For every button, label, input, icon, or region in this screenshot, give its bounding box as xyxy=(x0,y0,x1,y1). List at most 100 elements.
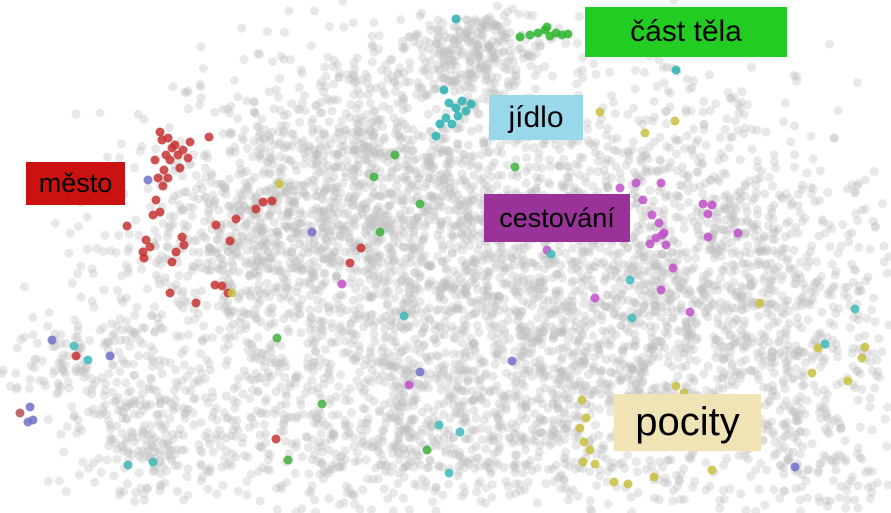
background-point xyxy=(405,426,415,436)
background-point xyxy=(399,105,408,115)
background-point xyxy=(419,235,429,244)
background-point xyxy=(505,334,514,344)
background-point xyxy=(389,77,399,87)
background-point xyxy=(352,376,362,385)
background-point xyxy=(647,202,657,212)
background-point xyxy=(19,282,29,292)
background-point xyxy=(751,506,761,513)
background-point xyxy=(387,190,396,200)
background-point xyxy=(683,172,693,182)
background-point xyxy=(294,82,304,92)
background-point xyxy=(233,486,243,496)
background-point xyxy=(78,457,88,467)
background-point xyxy=(168,429,178,439)
background-point xyxy=(136,379,146,389)
background-point xyxy=(389,230,399,240)
background-point xyxy=(571,286,581,296)
background-point xyxy=(805,300,815,310)
background-point xyxy=(284,327,294,337)
background-point xyxy=(169,386,179,395)
background-point xyxy=(330,185,339,195)
background-point xyxy=(270,408,280,418)
background-point xyxy=(399,390,409,399)
background-point xyxy=(460,267,470,277)
background-point xyxy=(388,413,398,423)
background-point xyxy=(577,65,587,75)
background-point xyxy=(373,205,383,215)
background-point xyxy=(282,282,292,292)
background-point xyxy=(460,200,470,210)
background-point xyxy=(391,442,401,451)
background-point xyxy=(164,123,174,132)
background-point xyxy=(140,323,150,333)
background-point xyxy=(747,62,756,72)
background-point xyxy=(574,161,583,171)
background-point xyxy=(95,325,105,335)
background-point xyxy=(687,212,697,222)
background-point xyxy=(499,355,509,365)
background-point xyxy=(679,464,689,473)
background-point xyxy=(461,352,471,362)
background-point xyxy=(830,281,839,291)
background-point xyxy=(146,202,156,212)
background-point xyxy=(690,476,700,486)
background-point xyxy=(488,19,498,29)
background-point xyxy=(165,211,175,221)
background-point xyxy=(767,381,777,390)
background-point xyxy=(466,396,476,406)
background-point xyxy=(199,321,208,331)
background-point xyxy=(627,262,637,272)
background-point xyxy=(60,369,70,379)
background-point xyxy=(682,131,692,141)
background-point xyxy=(431,104,441,114)
background-point xyxy=(658,62,668,72)
background-point xyxy=(471,413,481,423)
background-point xyxy=(240,125,250,135)
background-point xyxy=(371,371,381,380)
background-point xyxy=(240,451,250,461)
background-point xyxy=(202,300,212,310)
background-point xyxy=(115,401,125,411)
background-point xyxy=(311,162,321,172)
background-point xyxy=(726,211,736,221)
background-point xyxy=(382,300,392,310)
background-point xyxy=(789,432,799,442)
background-point xyxy=(864,466,874,476)
background-point xyxy=(616,248,626,258)
background-point xyxy=(316,459,326,468)
background-point xyxy=(373,143,383,153)
background-point xyxy=(870,317,880,327)
background-point xyxy=(416,251,426,261)
background-point xyxy=(621,160,631,170)
background-point xyxy=(700,308,710,318)
background-point xyxy=(24,383,34,393)
background-point xyxy=(633,488,643,498)
background-point xyxy=(599,165,609,175)
background-point xyxy=(243,309,253,319)
background-point xyxy=(319,269,329,279)
background-point xyxy=(452,205,462,215)
background-point xyxy=(604,400,613,410)
background-point xyxy=(779,401,789,411)
background-point xyxy=(376,449,386,459)
background-point xyxy=(286,181,296,190)
background-point xyxy=(468,151,478,161)
background-point xyxy=(595,471,605,481)
background-point xyxy=(99,391,109,400)
background-point xyxy=(480,290,490,300)
background-point xyxy=(281,388,291,398)
background-point xyxy=(522,166,531,176)
background-point xyxy=(623,268,633,278)
background-point xyxy=(352,104,362,114)
background-point xyxy=(203,258,212,268)
background-point xyxy=(549,364,558,373)
background-point xyxy=(203,398,213,408)
background-point xyxy=(789,121,799,131)
background-point xyxy=(276,51,286,61)
background-point xyxy=(196,286,206,296)
background-point xyxy=(732,315,742,325)
background-point xyxy=(329,79,339,89)
background-point xyxy=(255,49,264,59)
background-point xyxy=(369,321,379,331)
background-point xyxy=(495,305,504,315)
